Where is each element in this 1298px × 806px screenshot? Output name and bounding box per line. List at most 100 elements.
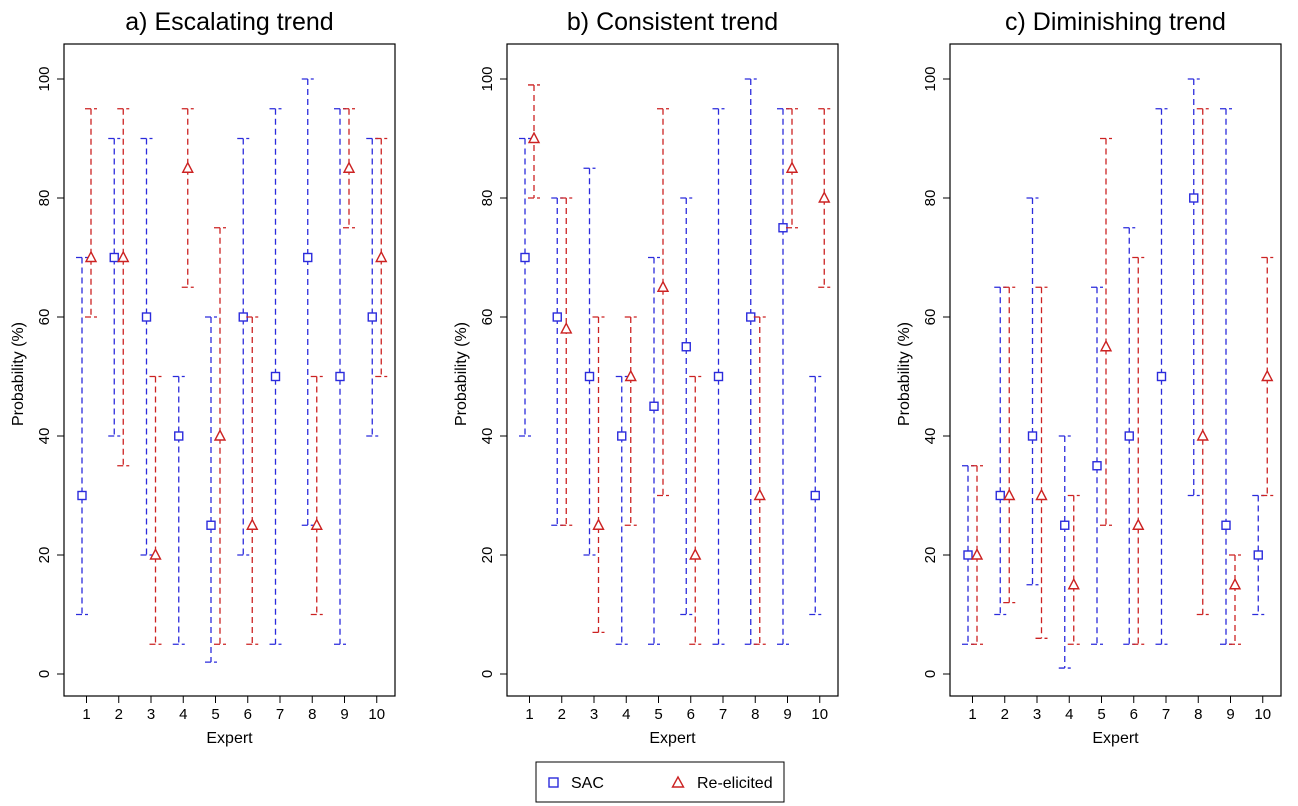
x-tick-label: 2	[1001, 706, 1009, 723]
data-point-square	[520, 252, 530, 263]
y-tick-label: 40	[36, 428, 53, 445]
data-point-triangle	[181, 161, 194, 173]
y-tick-label: 80	[922, 190, 939, 207]
data-point-square	[995, 490, 1005, 501]
x-tick-label: 1	[968, 706, 976, 723]
x-tick-label: 10	[1254, 706, 1271, 723]
data-point-square	[649, 401, 659, 411]
data-point-square	[1124, 431, 1134, 441]
data-point-triangle	[527, 131, 541, 144]
data-point-triangle	[1003, 488, 1016, 501]
data-point-square	[1092, 461, 1102, 471]
data-point-triangle	[592, 518, 605, 530]
data-point-square	[270, 371, 281, 382]
x-tick-label: 1	[82, 706, 90, 723]
data-point-triangle	[1099, 339, 1113, 352]
series-sac	[519, 78, 822, 645]
x-tick-label: 6	[1130, 706, 1138, 723]
x-tick-label: 4	[1065, 706, 1073, 723]
chart-panel-1: a) Escalating trend Expert Probability (%)…	[10, 8, 396, 747]
plot-frame	[63, 43, 396, 697]
data-point-triangle	[624, 369, 637, 382]
legend-sac-label: SAC	[571, 775, 604, 792]
chart-panel-2: b) Consistent trend Expert Probability (%)…	[453, 8, 839, 747]
data-point-triangle	[1132, 518, 1145, 530]
x-tick-label: 1	[525, 706, 533, 723]
data-point-triangle	[785, 161, 799, 173]
data-point-triangle	[310, 518, 323, 530]
data-point-triangle	[1035, 488, 1048, 501]
data-point-square	[810, 490, 820, 501]
y-tick-label: 100	[36, 66, 53, 91]
y-axis-label: Probability (%)	[453, 322, 470, 426]
x-axis-label: Expert	[206, 730, 253, 747]
x-tick-label: 4	[622, 706, 630, 723]
legend-sac-marker	[548, 777, 559, 788]
x-tick-label: 3	[590, 706, 598, 723]
series-sac	[962, 78, 1265, 669]
data-point-square	[778, 223, 788, 233]
x-tick-label: 3	[1033, 706, 1041, 723]
x-tick-label: 2	[558, 706, 566, 723]
data-point-square	[617, 431, 627, 441]
chart-title: b) Consistent trend	[567, 8, 778, 36]
legend: SAC Re-elicited	[535, 761, 785, 803]
x-tick-label: 5	[654, 706, 662, 723]
x-tick-label: 5	[211, 706, 219, 723]
chart-panel-3: c) Diminishing trend Expert Probability (%…	[896, 8, 1282, 747]
data-point-triangle	[342, 161, 356, 173]
data-point-triangle	[84, 250, 98, 263]
y-tick-label: 100	[479, 66, 496, 91]
x-tick-label: 9	[340, 706, 348, 723]
data-point-square	[552, 312, 562, 322]
chart-title: c) Diminishing trend	[1005, 8, 1226, 36]
y-tick-label: 0	[479, 670, 496, 678]
y-axis-label: Probability (%)	[10, 322, 27, 426]
data-point-square	[1156, 371, 1167, 382]
x-tick-label: 8	[751, 706, 759, 723]
data-point-square	[1221, 520, 1231, 530]
data-point-square	[713, 371, 724, 382]
x-tick-label: 6	[687, 706, 695, 723]
data-point-triangle	[1067, 577, 1080, 590]
x-tick-label: 2	[115, 706, 123, 723]
x-tick-label: 4	[179, 706, 187, 723]
data-point-triangle	[1261, 369, 1274, 382]
x-tick-label: 8	[308, 706, 316, 723]
data-point-square	[238, 312, 248, 322]
x-tick-label: 10	[368, 706, 385, 723]
plot-frame	[949, 43, 1282, 697]
data-point-square	[584, 371, 595, 382]
y-tick-label: 60	[36, 309, 53, 326]
x-tick-label: 10	[811, 706, 828, 723]
x-tick-label: 5	[1097, 706, 1105, 723]
data-point-square	[77, 490, 87, 501]
x-tick-label: 6	[244, 706, 252, 723]
data-point-square	[1253, 550, 1263, 560]
x-tick-label: 9	[783, 706, 791, 723]
y-tick-label: 0	[922, 670, 939, 678]
data-point-triangle	[375, 250, 388, 263]
data-point-square	[1060, 520, 1070, 530]
x-tick-label: 3	[147, 706, 155, 723]
legend-reelicited-label: Re-elicited	[697, 775, 773, 792]
data-point-square	[303, 252, 313, 263]
data-point-triangle	[689, 547, 702, 560]
data-point-square	[206, 520, 216, 530]
y-tick-label: 0	[36, 670, 53, 678]
y-tick-label: 40	[922, 428, 939, 445]
y-tick-label: 40	[479, 428, 496, 445]
data-point-square	[174, 431, 184, 441]
data-point-square	[1189, 193, 1199, 203]
series-re-elicited	[84, 108, 388, 645]
legend-frame	[535, 761, 785, 803]
y-tick-label: 80	[479, 190, 496, 207]
y-tick-label: 60	[922, 309, 939, 326]
data-point-triangle	[753, 488, 766, 501]
y-tick-label: 20	[36, 547, 53, 564]
chart-title: a) Escalating trend	[125, 8, 333, 36]
series-re-elicited	[527, 84, 831, 645]
data-point-square	[335, 371, 345, 382]
y-tick-label: 60	[479, 309, 496, 326]
